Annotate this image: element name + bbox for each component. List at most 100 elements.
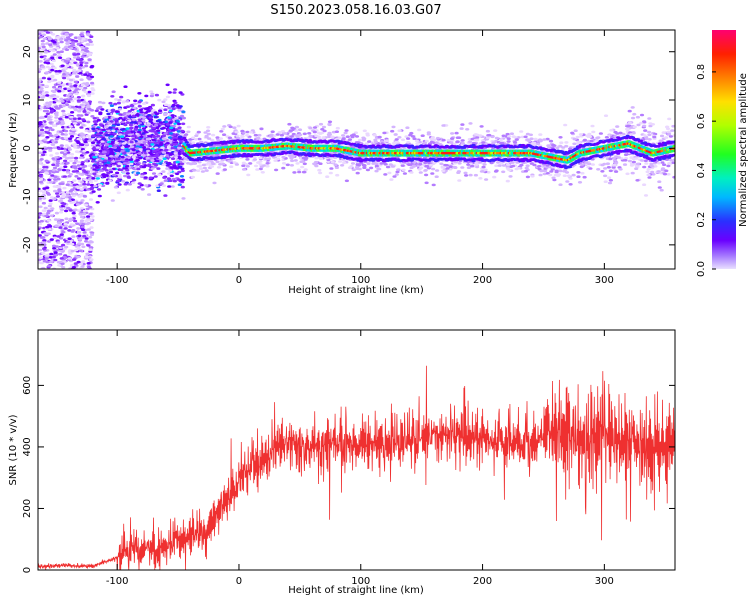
spectrogram-cell xyxy=(40,116,45,119)
spectrogram-cell xyxy=(372,134,377,137)
spectrogram-cell xyxy=(580,171,585,175)
spectrogram-cell xyxy=(38,81,41,85)
spectrogram-cell xyxy=(44,84,49,88)
spectrogram-cell xyxy=(89,109,95,112)
spectrogram-cell xyxy=(91,147,96,150)
spectrogram-cell xyxy=(644,162,649,165)
spectrogram-cell xyxy=(308,134,313,138)
spectrogram-cell xyxy=(79,215,85,219)
spectrogram-cell xyxy=(78,156,83,160)
spectrogram-cell xyxy=(146,164,151,168)
spectrogram-cell xyxy=(54,70,59,73)
spectrogram-cell xyxy=(38,121,43,124)
spectrogram-cell xyxy=(294,129,299,132)
spectrogram-cell xyxy=(82,209,87,213)
spectrogram-cell xyxy=(167,104,172,107)
spectrogram-cell xyxy=(127,182,132,186)
spectrogram-cell xyxy=(48,101,53,104)
spectrogram-cell xyxy=(125,168,130,172)
spectrogram-cell xyxy=(77,36,82,39)
spectrogram-cell xyxy=(175,158,180,162)
spectrogram-cell xyxy=(643,159,648,163)
spectrogram-cell xyxy=(88,172,93,176)
spectrogram-cell xyxy=(51,49,56,52)
spectrogram-cell xyxy=(89,43,94,46)
spectrogram-cell xyxy=(76,209,81,212)
spectrogram-cell xyxy=(410,135,416,138)
spectrogram-cell xyxy=(66,240,71,244)
spectrogram-cell xyxy=(65,57,70,61)
spectrogram-cell xyxy=(168,153,173,156)
spectrogram-cell xyxy=(138,148,143,151)
spectrogram-cell xyxy=(387,171,392,175)
spectrogram-cell xyxy=(78,213,83,216)
spectrogram-cell xyxy=(467,140,473,144)
spectrogram-cell xyxy=(86,262,91,265)
figure-title: S150.2023.058.16.03.G07 xyxy=(270,3,441,18)
spectrogram-cell xyxy=(623,159,628,162)
spectrogram-cell xyxy=(120,120,125,124)
spectrogram-cell xyxy=(106,112,111,116)
spectrogram-cell xyxy=(67,93,72,96)
spectrogram-cell xyxy=(256,161,261,164)
spectrogram-cell xyxy=(57,81,62,84)
spectrogram-cell xyxy=(54,116,59,119)
spectrogram-cell xyxy=(112,173,117,177)
spectrogram-cell xyxy=(289,135,294,138)
spectrogram-cell xyxy=(150,92,155,96)
spectrogram-cell xyxy=(63,159,68,163)
spectrogram-cell xyxy=(222,125,227,128)
spectrogram-cell xyxy=(42,197,47,200)
spectrogram-cell xyxy=(42,241,47,244)
spectrogram-cell xyxy=(56,177,61,181)
spectrogram-cell xyxy=(42,150,47,154)
spectrogram-cell xyxy=(635,115,641,119)
spectrogram-cell xyxy=(52,161,57,164)
spectrogram-cell xyxy=(211,133,216,137)
spectrogram-cell xyxy=(666,130,671,134)
spectrogram-cell xyxy=(257,133,262,137)
spectrogram-cell xyxy=(354,165,360,169)
spectrogram-cell xyxy=(538,173,543,177)
spectrogram-cell xyxy=(457,179,462,182)
spectrogram-cell xyxy=(140,174,145,178)
spectrogram-cell xyxy=(73,47,78,51)
spectrogram-cell xyxy=(218,163,223,166)
spectrogram-cell xyxy=(179,175,185,178)
spectrogram-cell xyxy=(62,202,67,206)
spectrogram-cell xyxy=(111,129,116,133)
spectrogram-cell xyxy=(215,172,220,175)
spectrogram-cell xyxy=(87,73,92,76)
spectrogram-cell xyxy=(52,66,57,70)
spectrogram-cell xyxy=(70,39,75,42)
spectrogram-cell xyxy=(90,231,95,235)
spectrogram-cell xyxy=(668,135,674,138)
spectrogram-cell xyxy=(87,130,92,133)
spectrogram-cell xyxy=(81,151,86,155)
spectrogram-cell xyxy=(63,222,68,226)
spectrogram-cell xyxy=(181,110,186,114)
spectrogram-cell xyxy=(459,127,464,130)
spectrogram-cell xyxy=(79,61,84,64)
spectrogram-cell xyxy=(152,119,157,123)
spectrogram-cell xyxy=(38,222,42,226)
spectrogram-cell xyxy=(111,126,116,129)
spectrogram-cell xyxy=(156,189,161,192)
spectrogram-cell xyxy=(80,31,85,35)
spectrogram-cell xyxy=(88,205,93,209)
spectrogram-cell xyxy=(168,109,174,113)
spectrogram-cell xyxy=(97,100,103,104)
spectrogram-cell xyxy=(54,211,60,215)
spectrogram-cell xyxy=(131,114,136,118)
spectrogram-cell xyxy=(169,126,174,130)
spectrogram-cell xyxy=(124,165,130,168)
spectrogram-cell xyxy=(662,163,667,166)
spectrogram-cell xyxy=(219,130,224,133)
spectrogram-cell xyxy=(112,132,117,136)
spectrogram-cell xyxy=(259,165,264,169)
spectrogram-cell xyxy=(167,161,172,165)
spectrogram-cell xyxy=(73,36,78,39)
spectrogram-cell xyxy=(72,71,77,75)
spectrogram-cell xyxy=(157,98,162,102)
spectrogram-cell xyxy=(660,161,665,164)
